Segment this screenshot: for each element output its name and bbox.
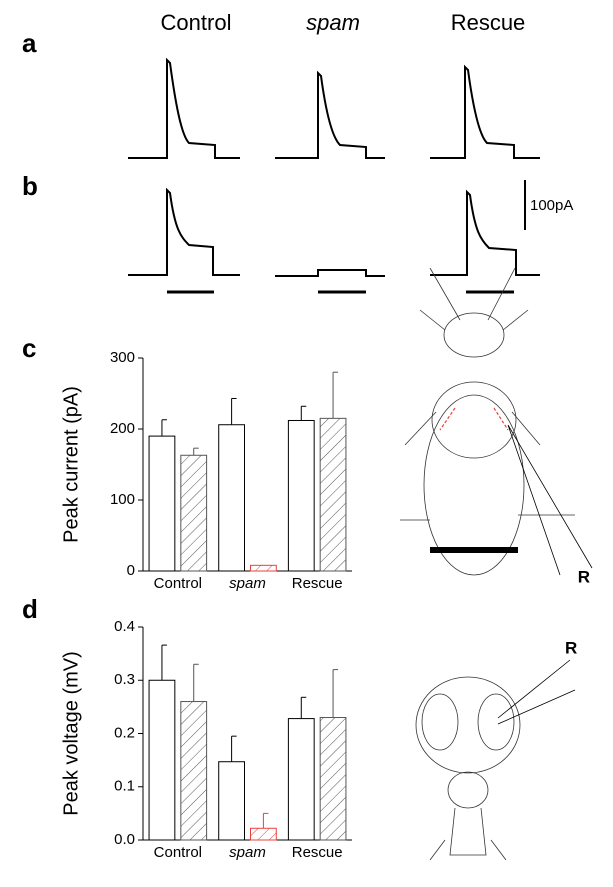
y-tick-label: 300 xyxy=(110,349,135,366)
bar xyxy=(180,701,208,841)
trace xyxy=(128,187,240,276)
bar xyxy=(287,718,315,841)
y-tick-label: 0.0 xyxy=(114,831,135,848)
y-tick-label: 0 xyxy=(127,562,135,579)
x-tick-label: spam xyxy=(229,844,266,861)
electrode-label: R xyxy=(565,638,577,657)
bar xyxy=(287,419,315,572)
trace xyxy=(430,189,540,276)
panel-label: d xyxy=(22,594,38,624)
panel-label: a xyxy=(22,28,37,58)
bar xyxy=(319,417,347,572)
bar xyxy=(250,827,277,841)
x-tick-label: Control xyxy=(154,844,202,861)
y-tick-label: 200 xyxy=(110,420,135,437)
x-tick-label: Rescue xyxy=(292,844,343,861)
electrode-label: R xyxy=(578,567,590,586)
column-header: Control xyxy=(161,10,232,35)
bar xyxy=(250,564,277,572)
y-tick-label: 0.3 xyxy=(114,671,135,688)
fly-head-drawing xyxy=(415,659,576,861)
panel-label: b xyxy=(22,171,38,201)
x-tick-label: Control xyxy=(154,575,202,592)
trace xyxy=(128,57,240,159)
column-header: Rescue xyxy=(451,10,526,35)
x-tick-label: spam xyxy=(229,575,266,592)
column-header: spam xyxy=(306,10,360,35)
y-axis-title: Peak current (pA) xyxy=(60,386,82,543)
fly-body-drawing xyxy=(400,267,593,576)
y-axis-title: Peak voltage (mV) xyxy=(60,651,82,816)
y-tick-label: 0.1 xyxy=(114,778,135,795)
trace xyxy=(275,70,385,159)
traces xyxy=(128,57,540,277)
bar xyxy=(218,424,245,572)
bar xyxy=(148,435,176,572)
bar xyxy=(218,761,245,841)
trace xyxy=(275,269,385,277)
bar xyxy=(319,717,347,841)
x-tick-label: Rescue xyxy=(292,575,343,592)
trace xyxy=(430,64,540,159)
bar xyxy=(148,679,176,841)
y-tick-label: 100 xyxy=(110,491,135,508)
y-tick-label: 0.2 xyxy=(114,724,135,741)
scale-label: 100pA xyxy=(530,197,573,214)
panel-label: c xyxy=(22,333,36,363)
bar xyxy=(180,454,208,572)
y-tick-label: 0.4 xyxy=(114,618,135,635)
